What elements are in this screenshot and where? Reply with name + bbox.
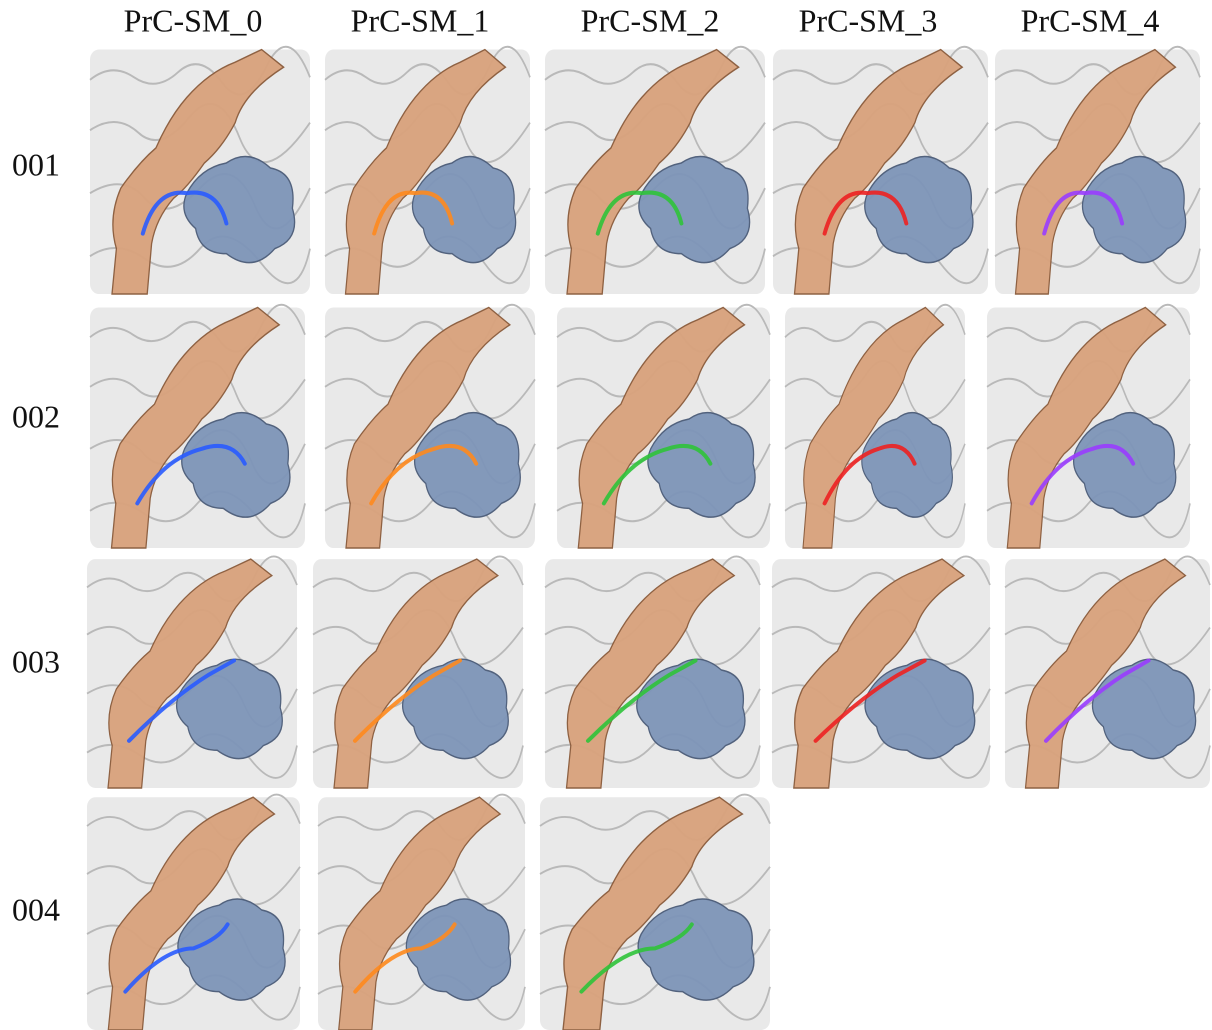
brain-surface — [313, 556, 523, 788]
column-header: PrC-SM_0 — [124, 2, 263, 38]
tractography-panel — [557, 305, 770, 548]
brain-surface — [1005, 556, 1210, 788]
tractography-panel — [545, 47, 765, 294]
brain-surface — [557, 305, 770, 548]
tractography-panel — [87, 795, 300, 1030]
tractography-panel — [540, 795, 770, 1030]
brain-surface — [785, 305, 965, 548]
tractography-panel — [987, 305, 1190, 548]
brain-surface — [318, 795, 525, 1030]
row-label: 001 — [12, 146, 60, 182]
column-header: PrC-SM_2 — [581, 2, 720, 38]
tractography-panel — [773, 47, 988, 294]
tractography-panel — [87, 556, 297, 788]
tractography-panel — [325, 305, 535, 548]
brain-surface — [772, 556, 990, 788]
panel-grid — [87, 47, 1210, 1030]
column-header: PrC-SM_1 — [351, 2, 490, 38]
row-label: 004 — [12, 891, 60, 927]
tractography-panel — [90, 47, 310, 294]
brain-surface — [87, 556, 297, 788]
tractography-panel — [772, 556, 990, 788]
tractography-panel — [325, 47, 530, 294]
tractography-panel — [785, 305, 965, 548]
brain-surface — [545, 47, 765, 294]
brain-surface — [90, 305, 305, 548]
tractography-panel — [995, 47, 1200, 294]
tractography-panel — [90, 305, 305, 548]
brain-surface — [87, 795, 300, 1030]
tractography-panel — [318, 795, 525, 1030]
brain-surface — [90, 47, 310, 294]
row-label: 003 — [12, 643, 60, 679]
tractography-panel — [313, 556, 523, 788]
figure: PrC-SM_0 PrC-SM_1 PrC-SM_2 PrC-SM_3 PrC-SM_4… — [0, 0, 1212, 1030]
column-header: PrC-SM_4 — [1021, 2, 1160, 38]
brain-surface — [995, 47, 1200, 294]
brain-surface — [325, 305, 535, 548]
brain-surface — [325, 47, 530, 294]
tractography-panel — [1005, 556, 1210, 788]
brain-surface — [545, 556, 760, 788]
brain-surface — [987, 305, 1190, 548]
brain-surface — [540, 795, 770, 1030]
row-label: 002 — [12, 398, 60, 434]
column-header: PrC-SM_3 — [799, 2, 938, 38]
brain-surface — [773, 47, 988, 294]
tractography-panel — [545, 556, 760, 788]
